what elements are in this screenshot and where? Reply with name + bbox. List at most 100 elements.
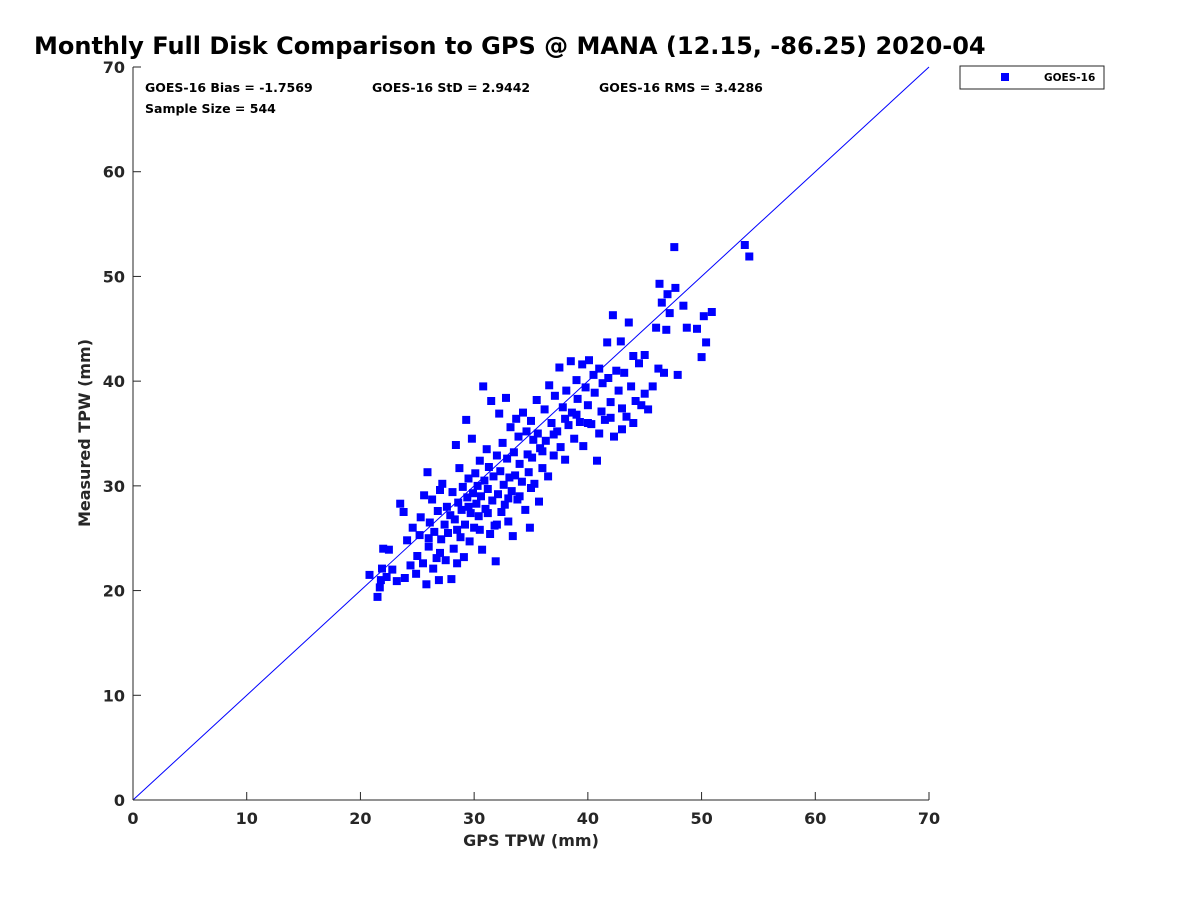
data-point xyxy=(514,432,523,441)
data-point xyxy=(480,476,489,485)
data-point xyxy=(415,531,424,540)
x-tick-label: 0 xyxy=(127,809,138,828)
data-point xyxy=(491,557,500,566)
data-point xyxy=(412,569,421,578)
data-point xyxy=(622,412,631,421)
data-point xyxy=(693,324,701,333)
data-point xyxy=(515,492,524,501)
data-point xyxy=(541,436,550,445)
legend-marker-goes16 xyxy=(1001,73,1009,81)
data-point xyxy=(464,502,473,511)
data-point xyxy=(423,468,432,477)
data-point xyxy=(555,363,564,372)
data-point xyxy=(606,413,615,422)
data-point xyxy=(578,360,587,369)
data-point xyxy=(540,405,549,414)
data-point xyxy=(450,515,459,524)
data-point xyxy=(583,419,592,427)
data-point xyxy=(500,500,509,509)
data-point xyxy=(583,401,592,410)
data-point xyxy=(629,352,638,360)
data-point xyxy=(484,463,493,471)
data-point xyxy=(579,442,588,451)
stat-std: GOES-16 StD = 2.9442 xyxy=(372,80,530,95)
data-point xyxy=(469,489,477,498)
data-point xyxy=(610,432,618,441)
data-point xyxy=(512,414,521,423)
data-point xyxy=(631,397,640,405)
data-point xyxy=(474,512,483,521)
data-point xyxy=(403,536,412,545)
stat-bias: GOES-16 Bias = -1.7569 xyxy=(145,80,313,95)
data-point xyxy=(494,490,502,499)
data-point xyxy=(629,419,638,427)
data-point xyxy=(616,337,625,346)
data-point xyxy=(517,477,526,486)
data-point xyxy=(697,353,706,362)
data-point xyxy=(538,464,547,473)
data-point xyxy=(673,370,682,379)
data-point xyxy=(608,311,617,320)
data-point xyxy=(429,564,438,573)
data-point xyxy=(492,520,501,529)
data-point xyxy=(462,415,471,424)
data-point xyxy=(477,492,485,501)
data-point xyxy=(648,382,657,391)
data-point xyxy=(499,480,508,489)
data-point xyxy=(406,561,415,570)
data-point xyxy=(515,459,524,468)
data-point xyxy=(702,338,711,347)
data-point xyxy=(470,523,479,532)
data-point xyxy=(620,368,629,377)
data-point xyxy=(459,553,468,562)
data-point xyxy=(365,570,374,579)
data-point xyxy=(434,576,443,585)
data-point xyxy=(595,364,604,373)
data-point xyxy=(507,487,516,496)
data-point xyxy=(489,472,498,481)
data-point xyxy=(478,545,487,554)
data-point xyxy=(504,494,513,503)
data-point xyxy=(707,308,716,316)
data-point xyxy=(524,468,533,477)
data-point xyxy=(425,518,434,527)
data-point xyxy=(640,389,649,398)
data-point xyxy=(400,574,409,582)
data-point xyxy=(438,479,447,488)
data-point xyxy=(581,383,590,392)
data-point xyxy=(655,279,664,288)
data-point xyxy=(740,241,749,249)
data-point xyxy=(416,513,425,522)
data-point xyxy=(538,447,547,456)
data-point xyxy=(488,496,497,505)
data-point xyxy=(399,508,408,516)
data-point xyxy=(373,592,382,601)
data-point xyxy=(528,453,537,462)
data-point xyxy=(547,419,556,427)
data-point xyxy=(475,525,484,534)
data-point xyxy=(549,451,558,460)
data-point xyxy=(466,509,475,518)
data-point xyxy=(430,527,439,536)
data-point xyxy=(486,530,495,538)
data-point xyxy=(448,488,457,497)
y-tick-label: 10 xyxy=(103,686,125,705)
data-point xyxy=(660,368,668,377)
y-tick-label: 50 xyxy=(103,267,125,286)
data-point xyxy=(453,525,462,534)
y-tick-label: 40 xyxy=(103,372,125,391)
data-point xyxy=(503,454,512,463)
data-point xyxy=(682,323,691,332)
data-point xyxy=(424,542,433,551)
data-point xyxy=(436,548,444,557)
data-point xyxy=(527,416,535,425)
x-tick-label: 10 xyxy=(236,809,258,828)
data-point xyxy=(511,471,520,480)
data-point xyxy=(652,323,661,332)
data-point xyxy=(461,520,469,529)
data-point xyxy=(465,537,474,546)
y-tick-label: 20 xyxy=(103,582,125,601)
data-point xyxy=(424,534,433,543)
data-point xyxy=(614,386,623,395)
